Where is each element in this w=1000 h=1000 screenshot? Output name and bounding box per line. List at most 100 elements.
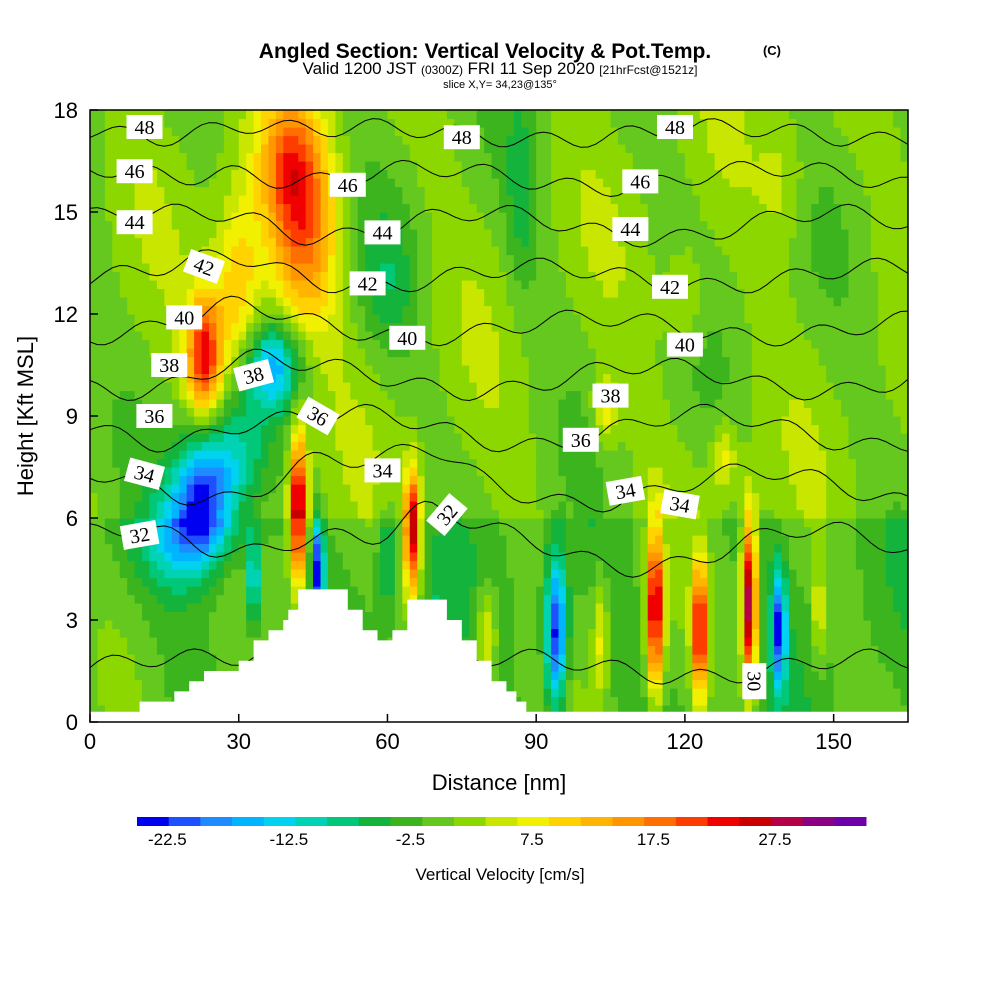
velocity-cell [305, 577, 314, 587]
velocity-cell [104, 339, 113, 349]
velocity-cell [283, 611, 292, 621]
velocity-cell [551, 628, 560, 638]
velocity-cell [558, 186, 567, 196]
velocity-cell [491, 399, 500, 409]
velocity-cell [394, 416, 403, 426]
velocity-cell [439, 135, 448, 145]
velocity-cell [104, 373, 113, 383]
velocity-cell [186, 416, 195, 426]
velocity-cell [298, 373, 307, 383]
velocity-cell [484, 254, 493, 264]
velocity-cell [543, 169, 552, 179]
velocity-cell [476, 475, 485, 485]
velocity-cell [372, 348, 381, 358]
velocity-cell [573, 237, 582, 247]
velocity-cell [305, 195, 314, 205]
velocity-cell [558, 407, 567, 417]
velocity-cell [97, 178, 106, 188]
velocity-cell [223, 212, 232, 222]
velocity-cell [142, 424, 151, 434]
velocity-cell [179, 433, 188, 443]
velocity-cell [90, 110, 99, 120]
velocity-cell [394, 195, 403, 205]
velocity-cell [268, 586, 277, 596]
velocity-cell [283, 577, 292, 587]
velocity-cell [268, 169, 277, 179]
velocity-cell [97, 467, 106, 477]
velocity-cell [313, 441, 322, 451]
velocity-cell [231, 450, 240, 460]
velocity-cell [372, 118, 381, 128]
velocity-cell [476, 322, 485, 332]
velocity-cell [357, 348, 366, 358]
velocity-cell [528, 424, 537, 434]
velocity-cell [171, 501, 180, 511]
velocity-cell [357, 203, 366, 213]
velocity-cell [543, 186, 552, 196]
velocity-cell [588, 203, 597, 213]
velocity-cell [461, 254, 470, 264]
velocity-cell [134, 271, 143, 281]
velocity-cell [112, 603, 121, 613]
velocity-cell [543, 441, 552, 451]
velocity-cell [268, 433, 277, 443]
velocity-cell [253, 237, 262, 247]
velocity-cell [134, 390, 143, 400]
velocity-cell [327, 152, 336, 162]
velocity-cell [558, 594, 567, 604]
velocity-cell [402, 382, 411, 392]
velocity-cell [469, 475, 478, 485]
velocity-cell [142, 348, 151, 358]
velocity-cell [238, 654, 247, 664]
velocity-cell [476, 399, 485, 409]
velocity-cell [476, 305, 485, 315]
velocity-cell [402, 569, 411, 579]
velocity-cell [253, 186, 262, 196]
velocity-cell [253, 492, 262, 502]
velocity-cell [156, 305, 165, 315]
velocity-cell [164, 577, 173, 587]
velocity-cell [305, 135, 314, 145]
velocity-cell [104, 297, 113, 307]
velocity-cell [536, 297, 545, 307]
velocity-cell [446, 297, 455, 307]
velocity-cell [454, 212, 463, 222]
velocity-cell [231, 297, 240, 307]
velocity-cell [380, 450, 389, 460]
velocity-cell [424, 552, 433, 562]
velocity-cell [424, 458, 433, 468]
velocity-cell [186, 543, 195, 553]
velocity-cell [335, 560, 344, 570]
velocity-cell [432, 169, 441, 179]
velocity-cell [536, 339, 545, 349]
velocity-cell [558, 586, 567, 596]
velocity-cell [142, 280, 151, 290]
velocity-cell [253, 569, 262, 579]
velocity-cell [238, 220, 247, 230]
velocity-cell [327, 577, 336, 587]
velocity-cell [417, 543, 426, 553]
velocity-cell [313, 535, 322, 545]
velocity-cell [327, 348, 336, 358]
velocity-cell [194, 552, 203, 562]
velocity-cell [558, 314, 567, 324]
velocity-cell [387, 280, 396, 290]
velocity-cell [112, 671, 121, 681]
velocity-cell [313, 186, 322, 196]
velocity-cell [179, 552, 188, 562]
velocity-cell [551, 705, 560, 715]
velocity-cell [454, 552, 463, 562]
velocity-cell [499, 365, 508, 375]
velocity-cell [424, 560, 433, 570]
velocity-cell [551, 679, 560, 689]
velocity-cell [149, 662, 158, 672]
velocity-cell [253, 535, 262, 545]
velocity-cell [261, 110, 270, 120]
velocity-cell [394, 390, 403, 400]
velocity-cell [283, 135, 292, 145]
velocity-cell [536, 390, 545, 400]
velocity-cell [208, 195, 218, 205]
velocity-cell [357, 433, 366, 443]
velocity-cell [573, 509, 582, 519]
velocity-cell [484, 399, 493, 409]
